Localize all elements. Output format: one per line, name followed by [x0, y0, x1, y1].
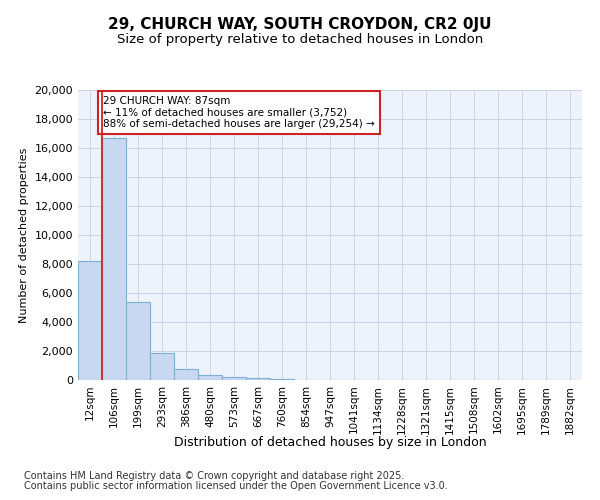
Bar — [78, 261, 102, 380]
Bar — [222, 377, 246, 380]
Bar — [198, 376, 222, 380]
Bar — [126, 302, 150, 380]
Text: 29 CHURCH WAY: 87sqm
← 11% of detached houses are smaller (3,752)
88% of semi-de: 29 CHURCH WAY: 87sqm ← 11% of detached h… — [103, 96, 375, 129]
Bar — [150, 353, 174, 380]
Y-axis label: Number of detached properties: Number of detached properties — [19, 148, 29, 322]
Bar — [174, 368, 198, 380]
X-axis label: Distribution of detached houses by size in London: Distribution of detached houses by size … — [173, 436, 487, 450]
Bar — [270, 378, 294, 380]
Text: Contains public sector information licensed under the Open Government Licence v3: Contains public sector information licen… — [24, 481, 448, 491]
Bar — [246, 378, 270, 380]
Text: Size of property relative to detached houses in London: Size of property relative to detached ho… — [117, 32, 483, 46]
Bar — [102, 138, 126, 380]
Text: 29, CHURCH WAY, SOUTH CROYDON, CR2 0JU: 29, CHURCH WAY, SOUTH CROYDON, CR2 0JU — [108, 18, 492, 32]
Text: Contains HM Land Registry data © Crown copyright and database right 2025.: Contains HM Land Registry data © Crown c… — [24, 471, 404, 481]
